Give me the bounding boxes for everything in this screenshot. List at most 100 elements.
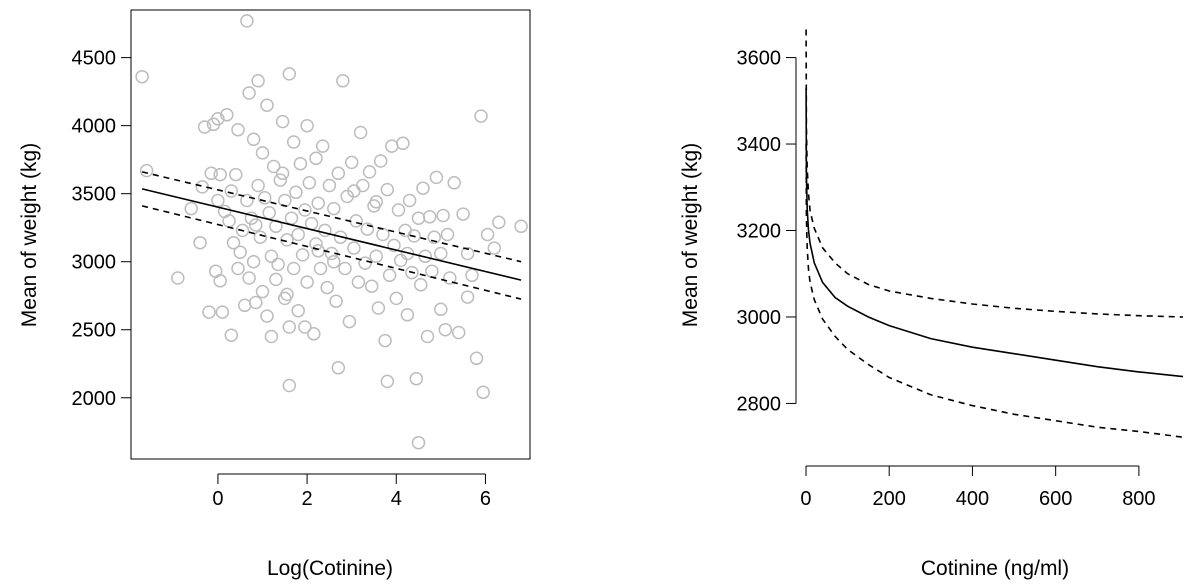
scatter-point bbox=[302, 176, 317, 190]
scatter-point bbox=[396, 136, 410, 151]
right-x-tick-label: 800 bbox=[1122, 488, 1155, 510]
scatter-point bbox=[434, 246, 448, 261]
left-y-tick-label: 3500 bbox=[72, 184, 117, 206]
scatter-point bbox=[353, 125, 368, 140]
left-y-tick-label: 4000 bbox=[72, 116, 117, 138]
right-panel: 0 200 400 600 800 2800 3000 3200 3400 3600 Cotin… bbox=[679, 29, 1184, 580]
right-y-tick-label: 2800 bbox=[737, 393, 782, 415]
scatter-point bbox=[300, 118, 314, 133]
scatter-point bbox=[244, 211, 259, 225]
scatter-point bbox=[224, 328, 239, 342]
scatter-point bbox=[222, 214, 236, 228]
left-fit-lines bbox=[141, 171, 522, 300]
scatter-point bbox=[313, 261, 328, 276]
confidence-band-curve bbox=[805, 143, 1184, 438]
scatter-point bbox=[286, 261, 301, 276]
scatter-point bbox=[329, 294, 343, 308]
scatter-point bbox=[311, 244, 325, 258]
scatter-point bbox=[311, 196, 325, 210]
scatter-point bbox=[349, 214, 363, 228]
scatter-point bbox=[240, 193, 254, 208]
scatter-point bbox=[438, 322, 453, 337]
scatter-point bbox=[451, 325, 466, 340]
scatter-point bbox=[429, 170, 444, 185]
scatter-point bbox=[309, 237, 323, 251]
scatter-point bbox=[264, 249, 279, 264]
scatter-point bbox=[262, 205, 276, 220]
scatter-point bbox=[351, 275, 366, 289]
scatter-point bbox=[289, 185, 303, 200]
left-y-axis-title: Mean of weight (kg) bbox=[18, 143, 41, 327]
scatter-point bbox=[184, 201, 198, 216]
scatter-point bbox=[257, 191, 272, 205]
scatter-point bbox=[253, 230, 268, 244]
scatter-point bbox=[213, 167, 227, 182]
scatter-point bbox=[358, 256, 372, 270]
scatter-point bbox=[434, 302, 448, 317]
scatter-point bbox=[264, 329, 279, 344]
scatter-point bbox=[286, 135, 301, 149]
scatter-point bbox=[275, 114, 290, 129]
scatter-point bbox=[382, 268, 397, 283]
confidence-band-curve bbox=[805, 29, 1184, 318]
left-panel: 0 2 4 6 2000 2500 3000 3500 4000 4500 Log(Cotini… bbox=[18, 9, 531, 580]
scatter-point bbox=[327, 201, 341, 216]
scatter-point bbox=[275, 166, 290, 181]
scatter-point bbox=[387, 238, 401, 253]
right-x-tick-label: 600 bbox=[1039, 488, 1072, 510]
scatter-point bbox=[333, 230, 348, 244]
scatter-point bbox=[425, 264, 439, 278]
right-x-tick-label: 400 bbox=[956, 488, 989, 510]
scatter-point bbox=[291, 227, 305, 242]
scatter-point bbox=[233, 245, 247, 259]
left-x-tick-label: 4 bbox=[391, 488, 402, 510]
left-x-tick-label: 2 bbox=[302, 488, 313, 510]
scatter-point bbox=[380, 182, 395, 197]
scatter-point bbox=[242, 86, 256, 100]
scatter-point bbox=[224, 184, 239, 198]
scatter-point bbox=[249, 295, 263, 310]
scatter-point bbox=[293, 156, 308, 171]
scatter-point bbox=[266, 159, 281, 174]
scatter-point bbox=[331, 361, 346, 375]
left-x-axis-title: Log(Cotinine) bbox=[267, 557, 393, 580]
scatter-point bbox=[298, 320, 312, 334]
scatter-point bbox=[416, 181, 430, 195]
scatter-point bbox=[197, 120, 212, 134]
scatter-point bbox=[369, 195, 383, 209]
scatter-point bbox=[251, 178, 265, 193]
scatter-point bbox=[342, 314, 357, 329]
scatter-point bbox=[492, 215, 506, 230]
scatter-point bbox=[460, 246, 475, 261]
scatter-point bbox=[260, 309, 274, 323]
scatter-point bbox=[237, 298, 252, 313]
scatter-point bbox=[278, 193, 292, 208]
scatter-point bbox=[309, 151, 323, 166]
scatter-point bbox=[304, 216, 319, 231]
left-y-tick-label: 2000 bbox=[72, 388, 117, 410]
scatter-point bbox=[318, 223, 332, 238]
scatter-point bbox=[420, 329, 435, 344]
scatter-point bbox=[282, 67, 297, 81]
scatter-point bbox=[443, 271, 457, 285]
scatter-point bbox=[465, 268, 479, 283]
scatter-point bbox=[229, 167, 243, 182]
scatter-point bbox=[211, 193, 225, 208]
scatter-point bbox=[240, 14, 254, 28]
scatter-point bbox=[242, 271, 256, 285]
scatter-point bbox=[385, 139, 399, 153]
left-y-tick-label: 3000 bbox=[72, 252, 117, 274]
scatter-point bbox=[315, 139, 330, 153]
scatter-point bbox=[280, 287, 294, 302]
right-y-tick-label: 3600 bbox=[737, 48, 782, 70]
scatter-point bbox=[273, 173, 288, 187]
scatter-point bbox=[282, 378, 297, 393]
confidence-band-line bbox=[141, 171, 522, 263]
scatter-point bbox=[322, 178, 337, 193]
left-x-axis: 0 2 4 6 bbox=[212, 473, 491, 510]
scatter-point bbox=[447, 176, 461, 190]
left-y-axis: 2000 2500 3000 3500 4000 4500 bbox=[72, 48, 132, 410]
right-y-axis: 2800 3000 3200 3400 3600 bbox=[737, 48, 797, 415]
scatter-point bbox=[220, 108, 234, 122]
scatter-point bbox=[320, 280, 334, 295]
